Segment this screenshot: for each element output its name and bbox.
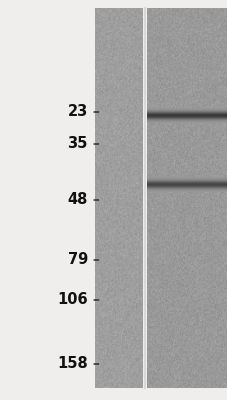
Text: 79: 79 bbox=[67, 252, 87, 268]
Text: 158: 158 bbox=[57, 356, 87, 372]
Text: 35: 35 bbox=[67, 136, 87, 152]
Text: 106: 106 bbox=[57, 292, 87, 308]
Bar bbox=[0, 8, 94, 388]
Text: 48: 48 bbox=[67, 192, 87, 208]
Text: 23: 23 bbox=[67, 104, 87, 120]
